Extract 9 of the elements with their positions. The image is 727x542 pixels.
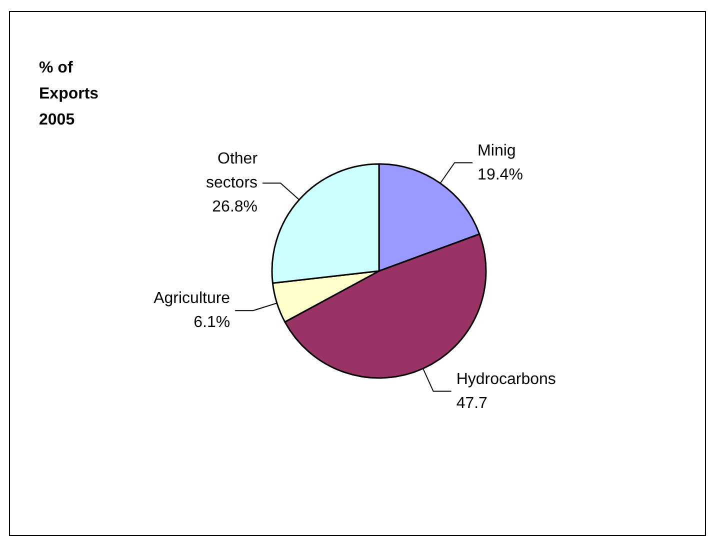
data-label: 6.1% <box>194 314 230 332</box>
slice-label: Other sectors <box>206 150 258 192</box>
slice-label: Hydrocarbons <box>456 370 556 388</box>
data-label: 47.7 <box>456 394 488 412</box>
data-label: 26.8% <box>212 198 258 216</box>
slice-label: Minig <box>478 142 516 160</box>
data-label: 19.4% <box>478 166 523 184</box>
chart-title: % of Exports 2005 <box>39 60 99 128</box>
slice-label: Agriculture <box>154 290 230 308</box>
